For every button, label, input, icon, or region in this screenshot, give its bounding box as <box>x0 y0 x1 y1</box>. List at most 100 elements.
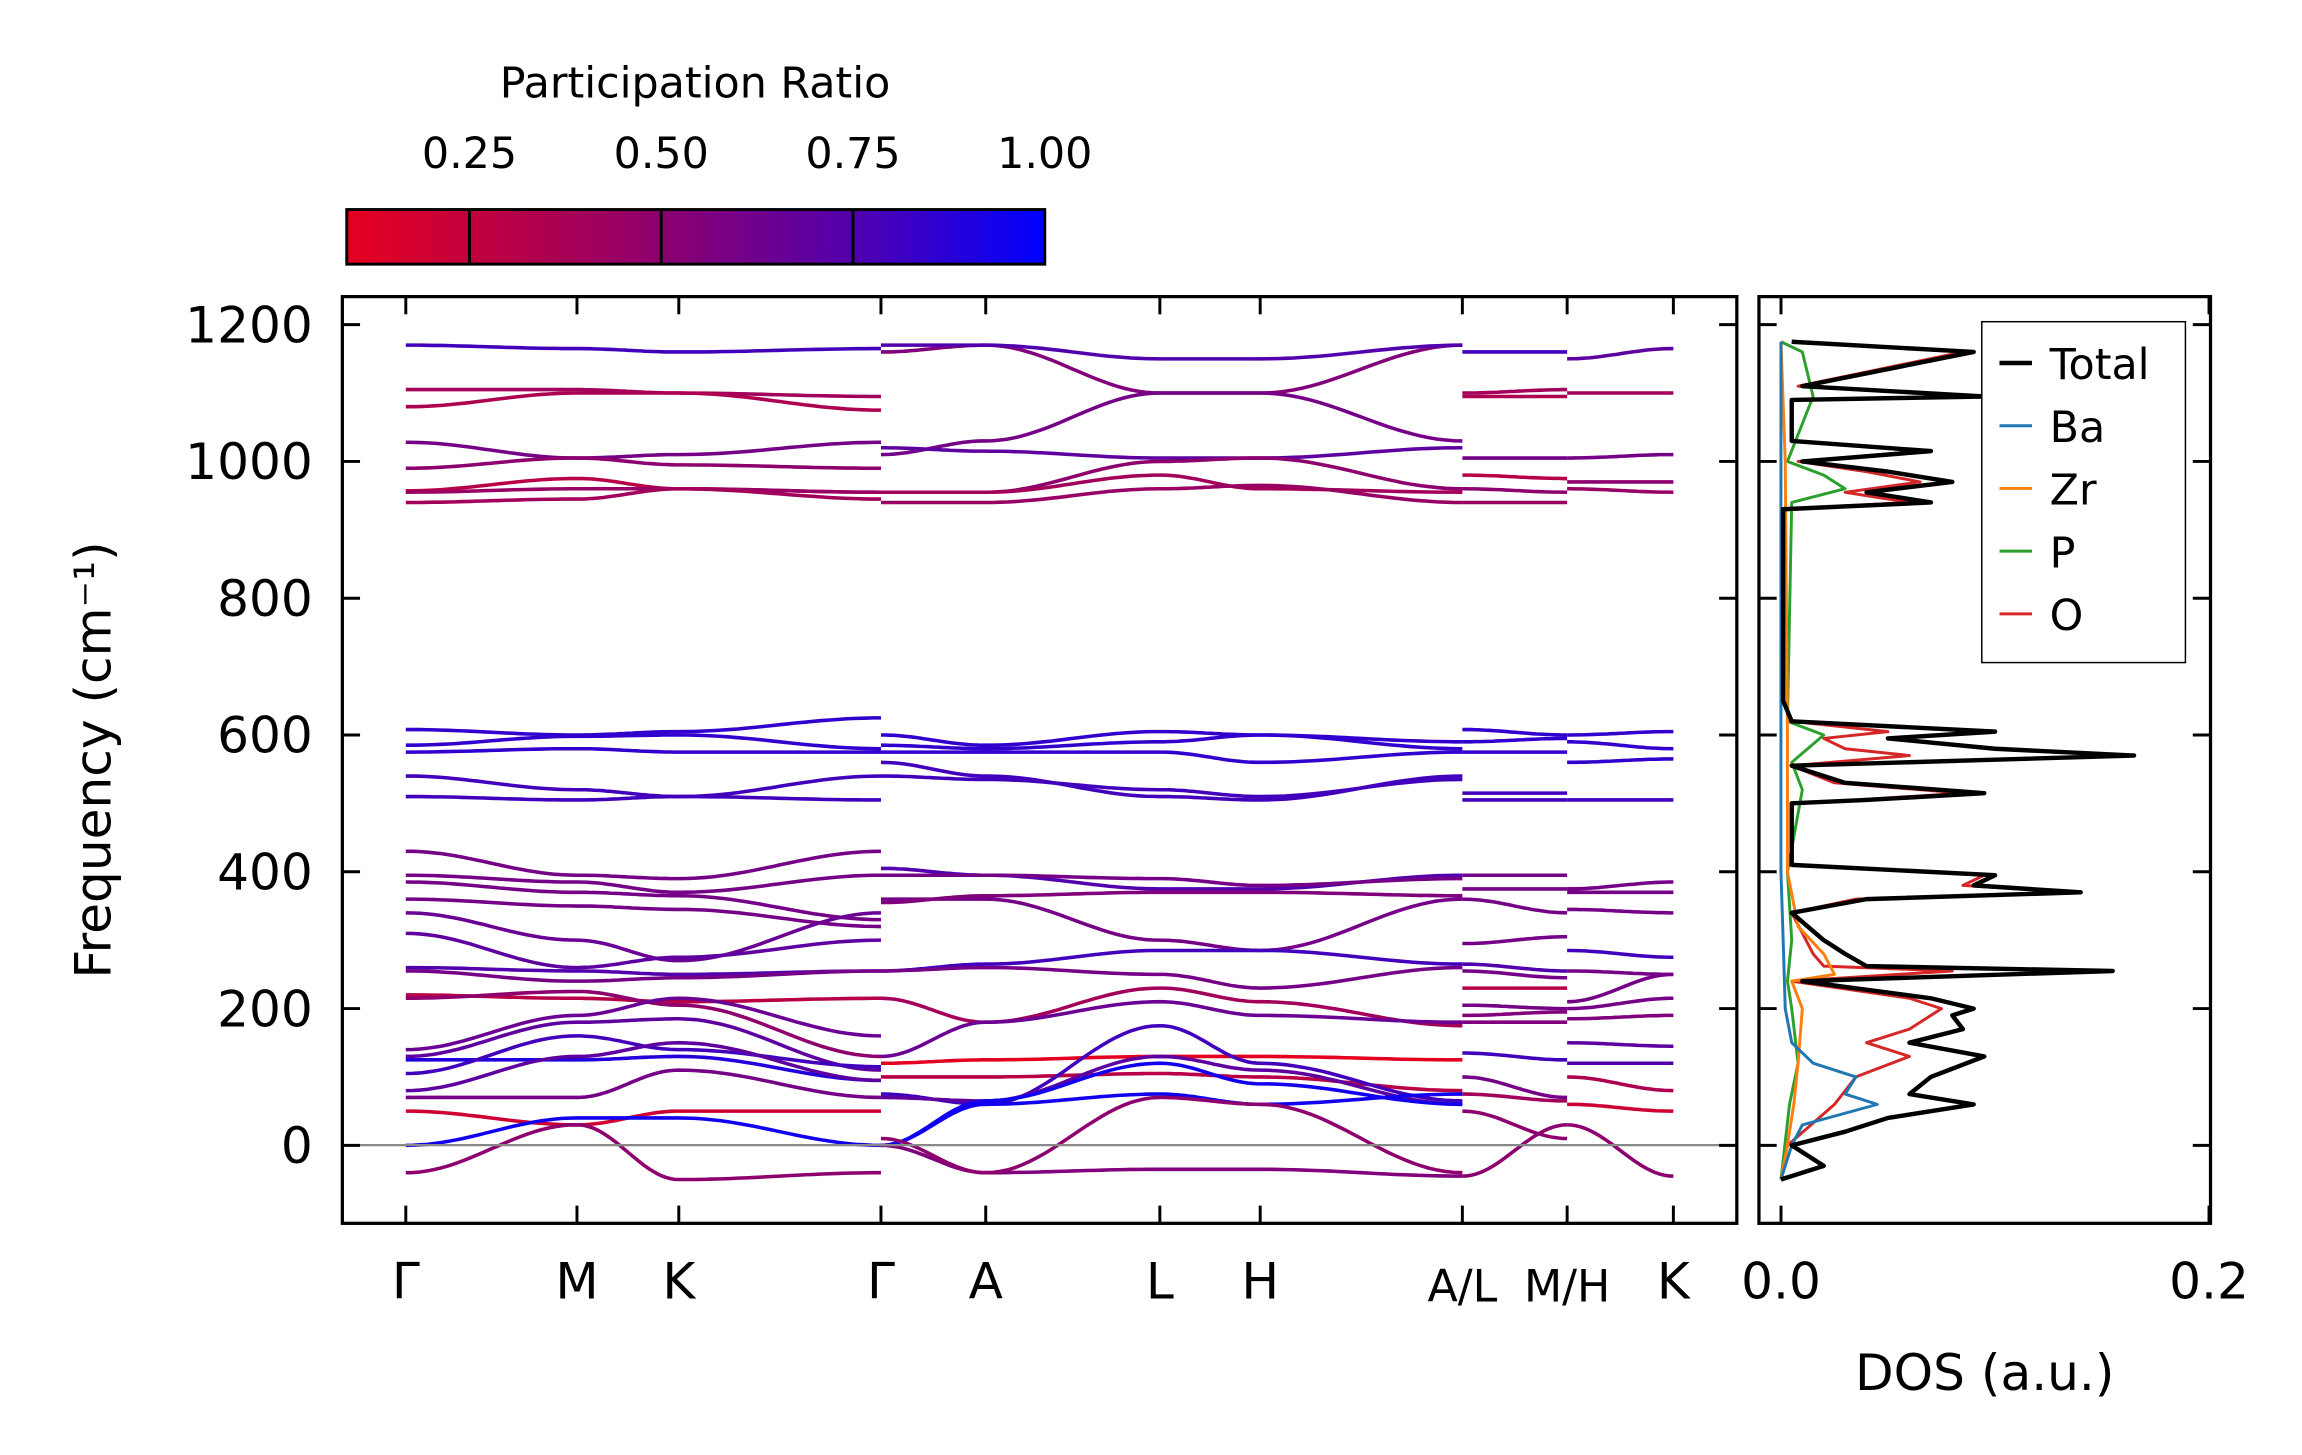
dos-line-p <box>1779 340 1847 1180</box>
phonon-band <box>1462 1075 1568 1100</box>
y-tick-label: 1200 <box>185 295 313 354</box>
phonon-band <box>880 897 1463 953</box>
colorbar-tick-label: 1.00 <box>997 129 1092 179</box>
phonon-band <box>405 486 881 495</box>
y-tick-label: 800 <box>217 569 313 628</box>
phonon-band <box>405 996 881 1052</box>
phonon-band <box>1567 452 1674 460</box>
y-tick-label: 600 <box>217 706 313 765</box>
legend: Total Ba Zr PO <box>1981 320 2187 664</box>
phonon-band <box>880 986 1463 1028</box>
phonon-band <box>1462 934 1568 946</box>
phonon-band <box>405 1017 882 1072</box>
legend-item-o: O <box>1999 591 2083 641</box>
phonon-band <box>405 931 881 970</box>
colorbar-tick-label: 0.50 <box>614 129 709 179</box>
phonon-band <box>1462 1109 1568 1141</box>
phonon-band <box>1567 880 1674 891</box>
legend-label: O <box>2050 591 2084 641</box>
phonon-band <box>880 1054 1463 1107</box>
phonon-band <box>1567 907 1674 915</box>
legend-label: Ba <box>2050 403 2106 453</box>
x-tick-label-a: A <box>969 1252 1003 1311</box>
phonon-band <box>405 1068 881 1100</box>
phonon-band <box>405 1123 881 1182</box>
phonon-band <box>880 1061 1463 1148</box>
phonon-band <box>1462 1123 1568 1178</box>
phonon-band <box>1567 1123 1674 1178</box>
phonon-band <box>880 774 1463 799</box>
x-tick-label-m: M <box>555 1252 598 1311</box>
phonon-band <box>405 849 881 881</box>
phonon-band <box>1567 1013 1674 1021</box>
phonon-band <box>405 486 881 505</box>
phonon-band <box>1567 969 1674 977</box>
x-tick-label-k: K <box>1657 1252 1691 1311</box>
phonon-band <box>1462 736 1568 744</box>
legend-item-total: Total <box>1999 340 2150 390</box>
colorbar-label: Participation Ratio <box>500 58 891 108</box>
phonon-band <box>1462 1010 1568 1018</box>
dos-lines <box>1779 339 2137 1182</box>
dos-line-ba <box>1779 341 1879 1180</box>
dos-plot: 0.0 0.2 DOS (a.u.) Total Ba Zr PO <box>1741 294 2249 1402</box>
phonon-band <box>1567 486 1674 495</box>
phonon-band <box>405 1034 881 1076</box>
main-axes-frame <box>340 294 1739 1225</box>
legend-item-p: P <box>1999 528 2075 578</box>
x-tick-label-h: H <box>1241 1252 1279 1311</box>
colorbar-ticks: 0.25 0.50 0.75 1.00 <box>422 129 1092 265</box>
phonon-band <box>880 1095 1463 1175</box>
phonon-band <box>1567 729 1674 737</box>
phonon-band <box>1462 1051 1568 1062</box>
dos-line-total <box>1780 339 2137 1182</box>
colorbar-gradient <box>345 208 1047 266</box>
phonon-band <box>880 445 1463 460</box>
phonon-band <box>405 716 881 737</box>
phonon-band <box>880 999 1463 1059</box>
phonon-band <box>1567 1075 1674 1093</box>
x-tick-label-l: L <box>1146 1252 1174 1311</box>
dos-axis-ticks: 0.0 0.2 <box>1741 296 2249 1311</box>
phonon-band <box>1567 740 1674 751</box>
x-tick-label-gamma: Γ <box>392 1252 420 1311</box>
dos-x-tick-label: 0.0 <box>1741 1252 1821 1311</box>
phonon-band <box>405 1040 881 1093</box>
legend-label: P <box>2050 528 2076 578</box>
legend-item-ba: Ba <box>1999 403 2105 453</box>
phonon-band <box>405 989 881 1059</box>
phonon-band <box>880 750 1463 765</box>
phonon-band <box>1567 1102 1674 1113</box>
phonon-band <box>880 483 1463 505</box>
phonon-band <box>1462 727 1568 737</box>
phonon-band <box>405 880 881 922</box>
phonon-band <box>405 440 881 460</box>
y-tick-label: 200 <box>217 979 313 1038</box>
phonon-band <box>1567 972 1674 1004</box>
phonon-band <box>1462 1092 1568 1103</box>
phonon-band <box>880 733 1463 751</box>
phonon-band <box>880 873 1463 888</box>
y-tick-label: 0 <box>281 1116 313 1175</box>
phonon-band <box>880 1092 1463 1148</box>
phonon-band <box>405 794 881 802</box>
phonon-band <box>880 343 1463 361</box>
phonon-band <box>880 965 1463 990</box>
dos-x-axis-label: DOS (a.u.) <box>1855 1343 2114 1402</box>
phonon-band <box>880 391 1463 457</box>
colorbar-tick-label: 0.75 <box>805 129 900 179</box>
phonon-band <box>880 343 1463 395</box>
phonon-band <box>1567 757 1674 765</box>
phonon-band <box>880 890 1463 905</box>
phonon-band <box>880 1071 1463 1093</box>
x-tick-label-k: K <box>662 1252 696 1311</box>
phonon-band <box>405 456 881 471</box>
phonon-band <box>1462 962 1568 973</box>
legend-label: Total <box>2049 340 2150 390</box>
phonon-band <box>1462 387 1568 395</box>
y-tick-label: 400 <box>217 842 313 901</box>
phonon-band <box>1462 486 1568 495</box>
colorbar: Participation Ratio 0.25 0.50 0.75 1.00 <box>345 58 1092 266</box>
phonon-band <box>1462 969 1568 980</box>
phonon-band <box>405 746 881 754</box>
